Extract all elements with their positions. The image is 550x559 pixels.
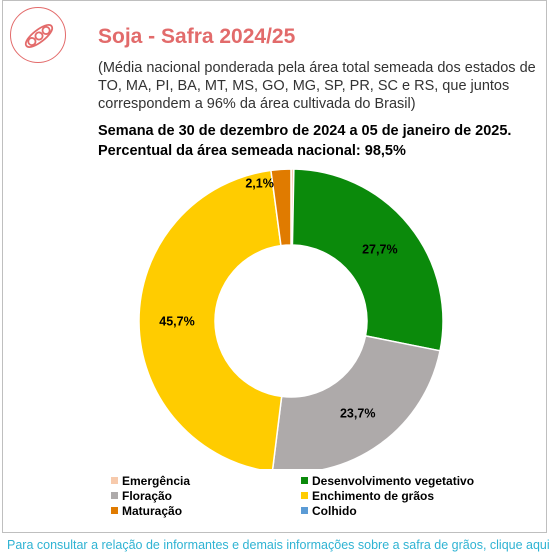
slice-floracao	[271, 335, 441, 469]
legend-swatch	[111, 492, 118, 499]
chart-legend: Emergência Desenvolvimento vegetativo Flor…	[111, 473, 531, 518]
data-label: 23,7%	[340, 406, 375, 420]
legend-item: Emergência	[111, 473, 301, 488]
data-label: 2,1%	[245, 176, 274, 190]
legend-label: Enchimento de grãos	[312, 488, 435, 503]
legend-item: Colhido	[301, 503, 531, 518]
planted-percentage: Percentual da área semeada nacional: 98,…	[98, 143, 406, 159]
legend-item: Floração	[111, 488, 301, 503]
legend-item: Enchimento de grãos	[301, 488, 531, 503]
data-label: 27,7%	[362, 243, 397, 257]
legend-item: Desenvolvimento vegetativo	[301, 473, 531, 488]
donut-chart: 27,7% 23,7% 45,7% 2,1%	[138, 169, 444, 469]
legend-swatch	[301, 492, 308, 499]
week-range: Semana de 30 de dezembro de 2024 a 05 de…	[98, 123, 512, 139]
legend-label: Emergência	[122, 473, 191, 488]
legend-item: Maturação	[111, 503, 301, 518]
informants-link[interactable]: Para consultar a relação de informantes …	[7, 538, 550, 552]
chart-card: Soja - Safra 2024/25 (Média nacional pon…	[2, 0, 547, 533]
legend-swatch	[111, 507, 118, 514]
legend-label: Desenvolvimento vegetativo	[312, 473, 475, 488]
soybean-pod-icon	[10, 7, 66, 63]
legend-label: Colhido	[312, 503, 357, 518]
slice-maturacao	[270, 169, 292, 247]
data-label: 45,7%	[159, 315, 194, 329]
slice-desenvolvimento-vegetativo	[291, 169, 444, 352]
legend-label: Floração	[122, 488, 173, 503]
legend-swatch	[301, 507, 308, 514]
page-title: Soja - Safra 2024/25	[98, 25, 296, 48]
legend-swatch	[111, 477, 118, 484]
legend-swatch	[301, 477, 308, 484]
slice-enchimento-de-graos	[138, 169, 283, 469]
legend-label: Maturação	[122, 503, 183, 518]
chart-subtitle: (Média nacional ponderada pela área tota…	[98, 60, 536, 112]
